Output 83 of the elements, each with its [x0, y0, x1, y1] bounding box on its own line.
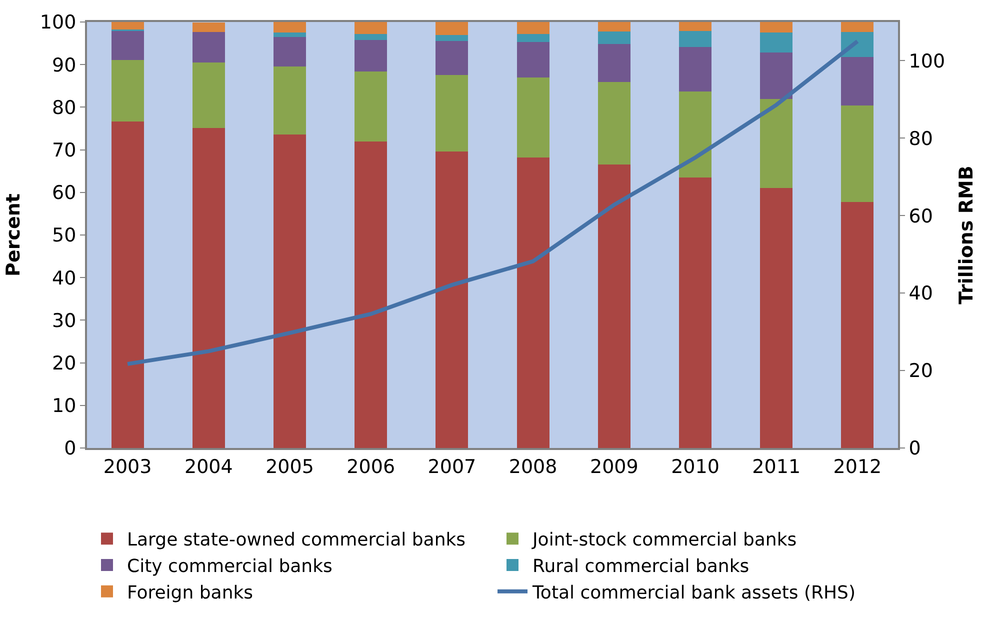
y-tick-label: 60 — [52, 182, 76, 204]
bar — [111, 30, 144, 60]
bar — [274, 36, 306, 66]
bar — [841, 22, 874, 32]
x-tick-label: 2003 — [103, 456, 152, 478]
y2-tick-label: 40 — [908, 282, 933, 305]
bar — [111, 121, 144, 448]
line-series — [126, 39, 860, 366]
bar — [598, 82, 630, 164]
x-tick-label: 2012 — [833, 456, 882, 478]
x-tick-label: 2009 — [590, 456, 638, 478]
y-tick-label: 80 — [52, 96, 76, 119]
bar — [679, 22, 712, 31]
bar — [436, 41, 468, 75]
y-tick-label: 30 — [52, 310, 76, 332]
bar — [354, 142, 388, 448]
bar — [516, 42, 550, 78]
x-tick-label: 2011 — [752, 456, 801, 478]
legend-label: Foreign banks — [127, 582, 254, 604]
bar — [598, 44, 630, 82]
y2-tick-label: 20 — [908, 360, 933, 382]
bar — [516, 157, 550, 448]
bar — [760, 22, 793, 33]
y-tick-label: 50 — [52, 224, 76, 247]
legend-label: Rural commercial banks — [532, 556, 750, 578]
x-tick-label: 2005 — [266, 456, 314, 478]
x-tick-label: 2010 — [671, 456, 720, 478]
bar — [274, 66, 306, 134]
x-tick-label: 2004 — [184, 456, 233, 478]
bar — [436, 74, 468, 152]
y2-tick-label: 60 — [908, 205, 933, 228]
legend-label: Joint-stock commercial banks — [532, 530, 797, 551]
bar — [598, 31, 630, 44]
bar — [436, 34, 468, 42]
bar — [192, 128, 225, 448]
legend-label: Large state-owned commercial banks — [127, 530, 466, 551]
bar — [436, 152, 468, 448]
y-tick-label: 70 — [52, 139, 76, 162]
x-tick-label: 2008 — [508, 456, 558, 478]
bar — [436, 22, 468, 35]
bar — [760, 99, 793, 188]
bar — [679, 91, 712, 178]
y-tick-label: 20 — [52, 352, 76, 374]
bar — [598, 164, 630, 448]
bar — [760, 188, 793, 448]
bar — [111, 60, 144, 122]
legend-label: Total commercial bank assets (RHS) — [532, 582, 856, 604]
bar — [841, 202, 874, 448]
bar — [679, 47, 712, 92]
bar — [760, 52, 793, 100]
bar — [598, 22, 630, 32]
bar — [354, 22, 388, 34]
bar — [516, 34, 550, 42]
x-tick-label: 2006 — [346, 456, 396, 478]
bar — [354, 71, 388, 142]
y-tick-label: 100 — [40, 12, 76, 34]
bar — [192, 62, 225, 128]
bar — [516, 77, 550, 158]
y2-tick-label: 80 — [908, 128, 933, 150]
bar — [111, 22, 144, 30]
bar — [841, 106, 874, 202]
bar — [192, 32, 225, 62]
bar — [354, 40, 388, 72]
bar — [679, 177, 712, 448]
bar — [760, 32, 793, 53]
y2-axis-title: Trillions RMB — [955, 166, 978, 304]
bar — [274, 134, 306, 448]
legend-label: City commercial banks — [127, 556, 332, 578]
bar — [274, 32, 306, 37]
y-tick-label: 0 — [64, 438, 76, 460]
y2-tick-label: 100 — [908, 50, 946, 72]
y2-tick-label: 0 — [908, 438, 921, 460]
bar — [192, 22, 225, 32]
y-tick-label: 40 — [52, 267, 76, 290]
bar — [354, 34, 388, 40]
y-tick-label: 90 — [52, 54, 76, 76]
y-axis-title: Percent — [2, 194, 24, 276]
x-tick-label: 2007 — [428, 456, 476, 478]
bar — [841, 56, 874, 106]
y-tick-label: 10 — [52, 395, 76, 418]
bar — [274, 22, 306, 33]
bar — [679, 30, 712, 48]
bar — [516, 22, 550, 34]
